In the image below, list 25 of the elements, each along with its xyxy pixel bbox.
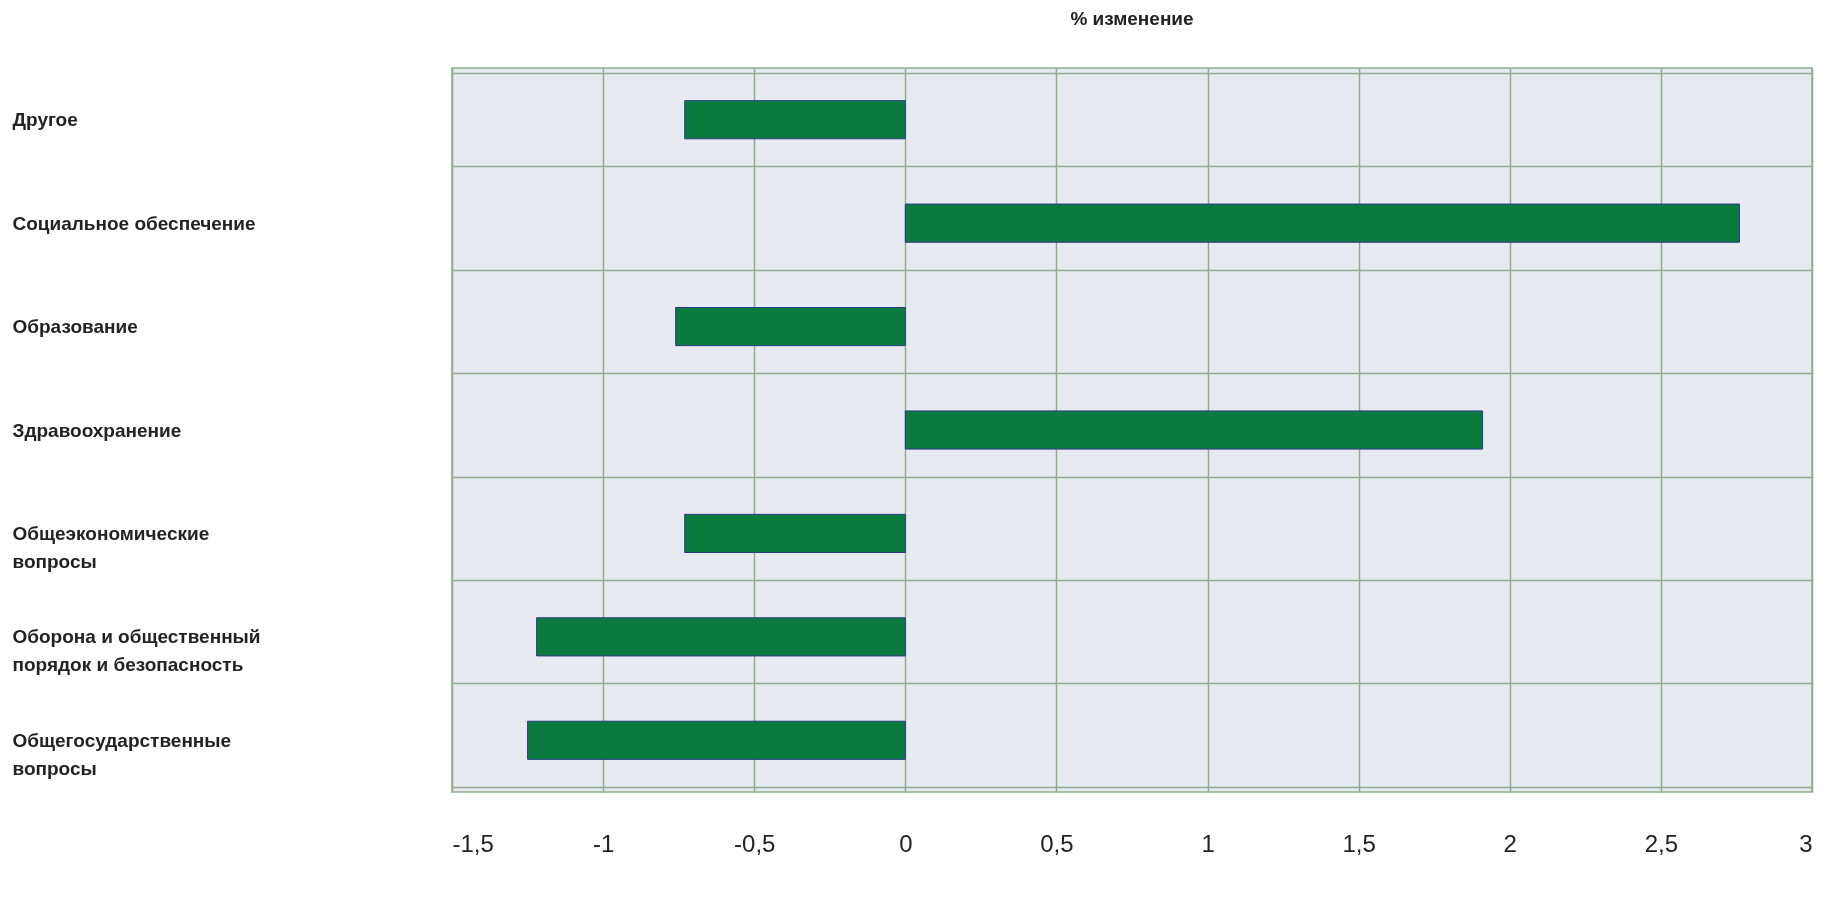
y-tick-label: Социальное обеспечение (12, 212, 256, 234)
y-tick-label: Общеэкономические вопросы (12, 522, 210, 572)
y-tick-label: Общегосударственные вопросы (12, 729, 232, 779)
x-tick-label: 1 (1201, 829, 1215, 857)
x-tick-label: -1 (592, 829, 615, 857)
bar (675, 306, 906, 347)
bar (527, 720, 906, 760)
x-tick-label: -1,5 (452, 829, 494, 857)
bar (536, 617, 906, 657)
x-tick-label: 2 (1503, 829, 1517, 857)
bar (684, 100, 906, 140)
x-tick-label: 3 (1799, 829, 1813, 857)
chart-title: % изменение (1070, 8, 1194, 29)
x-tick-label: 0 (899, 829, 913, 857)
y-tick-label: Здравоохранение (12, 419, 182, 441)
y-tick-label: Оборона и общественный порядок и безопасность (12, 626, 261, 676)
x-tick-label: 0,5 (1040, 829, 1074, 857)
y-tick-label: Образование (12, 316, 138, 338)
x-tick-label: -0,5 (734, 829, 776, 857)
y-tick-label: Другое (12, 109, 78, 131)
bar (684, 513, 906, 554)
x-tick-label: 2,5 (1644, 829, 1679, 857)
x-tick-label: 1,5 (1342, 829, 1376, 857)
bar (904, 203, 1740, 243)
bar (904, 410, 1484, 450)
